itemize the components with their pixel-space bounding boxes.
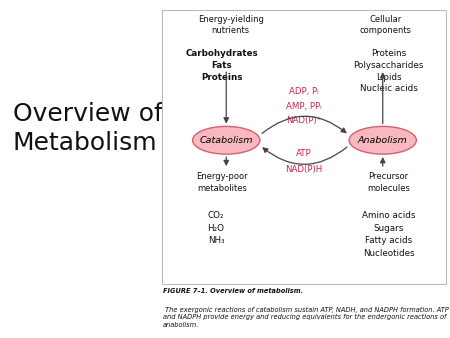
Text: NAD(P)⁺: NAD(P)⁺ bbox=[286, 116, 321, 125]
Text: NAD(P)H: NAD(P)H bbox=[285, 165, 322, 174]
Ellipse shape bbox=[193, 126, 260, 154]
Text: CO₂
H₂O
NH₃: CO₂ H₂O NH₃ bbox=[207, 211, 225, 245]
Text: Catabolism: Catabolism bbox=[199, 136, 253, 145]
Text: Energy-yielding
nutrients: Energy-yielding nutrients bbox=[198, 15, 264, 34]
FancyBboxPatch shape bbox=[162, 10, 446, 284]
Text: Anabolism: Anabolism bbox=[358, 136, 408, 145]
Text: Cellular
components: Cellular components bbox=[360, 15, 412, 34]
Text: The exergonic reactions of catabolism sustain ATP, NADH, and NADPH formation. AT: The exergonic reactions of catabolism su… bbox=[163, 307, 449, 328]
Text: ATP: ATP bbox=[296, 149, 311, 159]
Text: Overview of
Metabolism: Overview of Metabolism bbox=[13, 102, 163, 155]
Text: Proteins
Polysaccharides
Lipids
Nucleic acids: Proteins Polysaccharides Lipids Nucleic … bbox=[353, 49, 424, 93]
Text: ADP, Pᵢ: ADP, Pᵢ bbox=[289, 87, 319, 96]
Ellipse shape bbox=[349, 126, 416, 154]
Text: FIGURE 7–1. Overview of metabolism.: FIGURE 7–1. Overview of metabolism. bbox=[163, 288, 303, 294]
Text: Energy-poor
metabolites: Energy-poor metabolites bbox=[196, 172, 248, 193]
Text: Precursor
molecules: Precursor molecules bbox=[367, 172, 410, 193]
Text: Amino acids
Sugars
Fatty acids
Nucleotides: Amino acids Sugars Fatty acids Nucleotid… bbox=[362, 211, 415, 258]
Text: AMP, PPᵢ: AMP, PPᵢ bbox=[286, 102, 322, 111]
Text: Carbohydrates
Fats
Proteins: Carbohydrates Fats Proteins bbox=[185, 49, 258, 81]
